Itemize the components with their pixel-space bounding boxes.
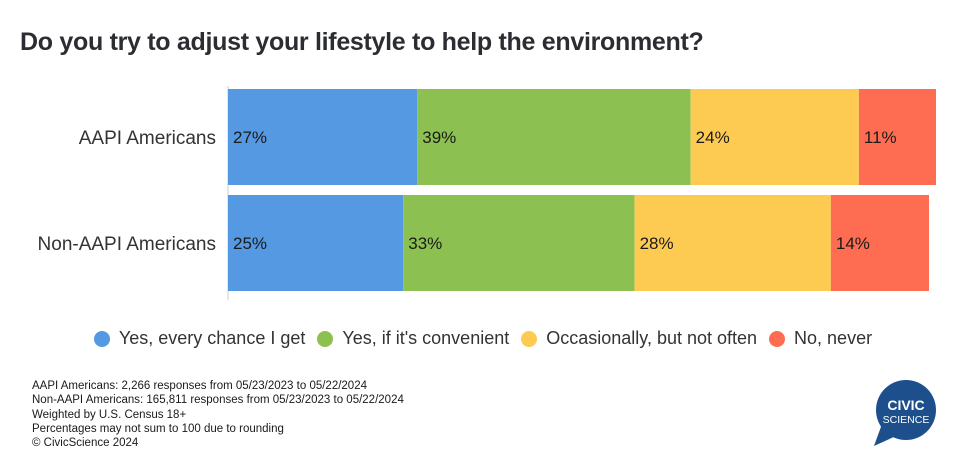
footnote-rounding: Percentages may not sum to 100 due to ro… bbox=[32, 422, 284, 435]
logo-text-civic: CIVIC bbox=[887, 397, 924, 413]
bar-segment-aapi-americans-yes-if-it-s-convenient bbox=[417, 89, 691, 185]
bar-segment-non-aapi-americans-yes-every-chance-i-get bbox=[228, 195, 404, 291]
legend-label: Yes, every chance I get bbox=[118, 328, 306, 348]
bar-segment-aapi-americans-yes-every-chance-i-get bbox=[228, 89, 418, 185]
legend-label: No, never bbox=[794, 328, 873, 348]
legend-dot-icon bbox=[93, 330, 110, 347]
category-label-aapi-americans: AAPI Americans bbox=[79, 128, 216, 149]
data-label-aapi-americans-yes-every-chance-i-get: 27% bbox=[233, 128, 267, 147]
legend-dot-icon bbox=[317, 330, 334, 347]
data-label-aapi-americans-occasionally-but-not-often: 24% bbox=[696, 128, 730, 147]
legend-dot-icon bbox=[769, 330, 786, 347]
data-label-non-aapi-americans-yes-every-chance-i-get: 25% bbox=[233, 234, 267, 253]
logo-text-science: SCIENCE bbox=[883, 414, 930, 426]
footnote-non-aapi-responses: Non-AAPI Americans: 165,811 responses fr… bbox=[32, 394, 404, 407]
footnotes: AAPI Americans: 2,266 responses from 05/… bbox=[32, 379, 404, 450]
data-label-non-aapi-americans-yes-if-it-s-convenient: 33% bbox=[408, 234, 442, 253]
legend: Yes, every chance I get Yes, if it's conv… bbox=[0, 328, 966, 349]
category-labels: AAPI Americans Non-AAPI Americans bbox=[38, 128, 216, 255]
legend-item-no-never: No, never bbox=[769, 328, 872, 349]
bar-segment-aapi-americans-occasionally-but-not-often bbox=[690, 89, 859, 185]
footnote-copyright: © CivicScience 2024 bbox=[32, 437, 139, 450]
footnote-weighting: Weighted by U.S. Census 18+ bbox=[32, 408, 187, 421]
legend-label: Occasionally, but not often bbox=[546, 328, 758, 348]
chart-title: Do you try to adjust your lifestyle to h… bbox=[20, 28, 704, 56]
bar-segment-non-aapi-americans-yes-if-it-s-convenient bbox=[403, 195, 635, 291]
bar-segment-non-aapi-americans-occasionally-but-not-often bbox=[634, 195, 831, 291]
data-label-aapi-americans-yes-if-it-s-convenient: 39% bbox=[422, 128, 456, 147]
bars-group: 27% 39% 24% 11% 25% 33% 28% 14% bbox=[228, 89, 937, 291]
civicscience-logo: CIVIC SCIENCE bbox=[874, 380, 936, 446]
bar-segment-non-aapi-americans-no-never bbox=[830, 195, 929, 291]
legend-label: Yes, if it's convenient bbox=[342, 328, 510, 348]
legend-item-yes-every-chance-i-get: Yes, every chance I get bbox=[93, 328, 306, 349]
legend-item-yes-if-it-s-convenient: Yes, if it's convenient bbox=[317, 328, 509, 349]
legend-item-occasionally-but-not-often: Occasionally, but not often bbox=[521, 328, 757, 349]
footnote-aapi-responses: AAPI Americans: 2,266 responses from 05/… bbox=[32, 380, 367, 392]
data-label-non-aapi-americans-occasionally-but-not-often: 28% bbox=[640, 234, 674, 253]
category-label-non-aapi-americans: Non-AAPI Americans bbox=[38, 234, 216, 255]
bar-chart: 27% 39% 24% 11% 25% 33% 28% 14% AAPI Americans N… bbox=[38, 86, 937, 300]
data-label-non-aapi-americans-no-never: 14% bbox=[836, 234, 870, 253]
data-label-aapi-americans-no-never: 11% bbox=[864, 128, 897, 147]
legend-dot-icon bbox=[521, 330, 538, 347]
bar-segment-aapi-americans-no-never bbox=[858, 89, 937, 185]
